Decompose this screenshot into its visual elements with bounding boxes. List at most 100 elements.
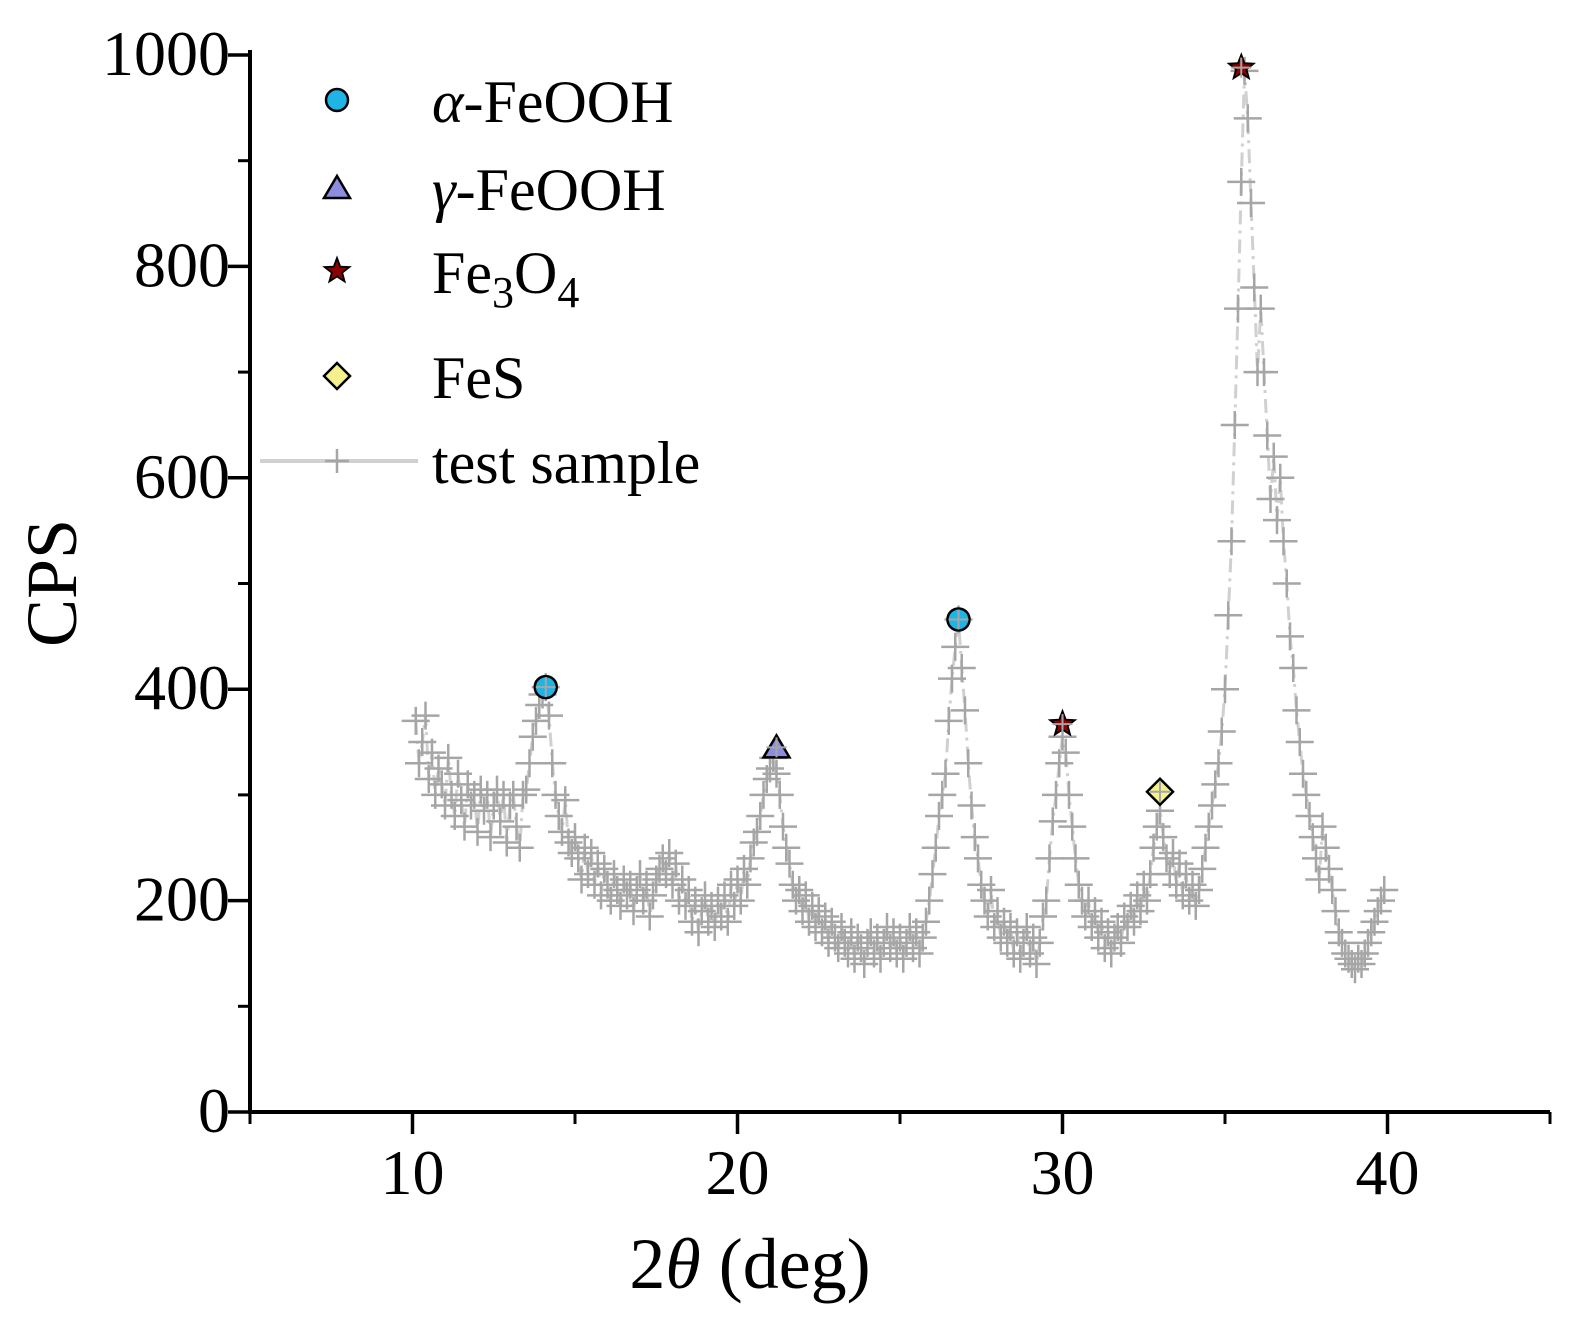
x-tick-label: 10 [381,1137,445,1208]
data-point [1113,913,1142,942]
data-point [639,881,667,910]
data-point [928,780,957,809]
data-point [1308,812,1337,841]
data-point [434,743,463,772]
data-point [765,780,794,809]
data-point [1272,569,1301,598]
data-point [1064,870,1093,899]
legend-item: FeS [322,345,525,411]
data-point [583,849,612,878]
data-point [411,701,440,730]
data-point [544,802,573,831]
data-point [1259,442,1288,471]
data-point [1292,780,1321,809]
data-point [1058,812,1087,841]
data-point [567,865,596,894]
peak-marker-cross [1150,781,1170,802]
data-point [925,802,953,831]
data-point [726,886,755,915]
data-point [918,860,947,889]
data-point [1227,167,1256,196]
data-point [648,844,677,873]
legend: α-FeOOH γ-FeOOH Fe3O4 FeS test sample [260,69,700,496]
data-point [915,886,944,915]
data-point [769,812,797,841]
data-point [720,891,749,920]
data-point [635,902,664,931]
x-tick-label: 30 [1031,1137,1095,1208]
data-point [1256,484,1285,513]
data-point [1318,876,1347,905]
data-point [1214,601,1243,630]
data-point [1233,104,1262,133]
legend-label: FeS [432,345,525,411]
data-point [570,833,599,862]
data-point [505,833,534,862]
data-point [1188,854,1217,883]
data-point [1022,950,1051,979]
data-point [512,775,541,804]
data-point [954,749,983,778]
data-point [951,696,979,725]
legend-marker [322,255,352,284]
data-point [1032,886,1061,915]
data-point [1181,891,1210,920]
data-point [775,849,804,878]
data-point [1191,833,1220,862]
data-point [1269,527,1298,556]
data-point [1019,923,1048,952]
data-point [960,823,989,852]
data-point [947,654,976,683]
data-point [1220,410,1249,439]
data-point [1207,717,1236,746]
data-point [1198,791,1226,820]
data-point [1201,770,1230,799]
data-point [1276,622,1304,651]
data-point [1211,675,1239,704]
data-point [1035,844,1064,873]
data-point [785,876,814,905]
data-point [450,812,479,841]
data-point [1237,188,1265,217]
data-point [509,780,537,809]
data-point [1279,654,1308,683]
data-point [921,833,950,862]
data-point [1061,844,1090,873]
data-point [1055,780,1083,809]
data-point [931,759,960,788]
data-point [1263,506,1291,535]
data-point [1194,812,1223,841]
data-point [834,939,862,968]
data-point [743,817,771,846]
data-point [957,791,986,820]
legend-label: Fe3O4 [432,240,579,317]
data-point [1029,902,1057,931]
peak-marker-cross [1052,714,1073,735]
legend-label: test sample [432,430,700,496]
data-point [418,738,446,767]
data-point [463,817,492,846]
peak-marker-cross [766,737,787,758]
data-point [1315,854,1343,883]
legend-label: α-FeOOH [432,69,673,135]
data-point [1107,928,1135,957]
data-point [811,902,840,931]
x-tick-label: 40 [1356,1137,1420,1208]
data-point [1266,463,1295,492]
data-point [1321,897,1350,926]
data-point [1178,870,1207,899]
data-point [1289,759,1317,788]
y-tick-label: 600 [134,441,230,512]
data-point [772,833,801,862]
data-point [486,807,515,836]
data-point [977,876,1005,905]
data-point [1217,527,1246,556]
data-point [1149,823,1178,852]
axes: 0 200 400 600 800 1000 10 20 30 40 [102,18,1552,1208]
data-point [535,701,563,730]
data-point [847,934,875,963]
data-point [934,706,963,735]
legend-item: γ-FeOOH [321,157,666,223]
data-point [1285,728,1314,757]
